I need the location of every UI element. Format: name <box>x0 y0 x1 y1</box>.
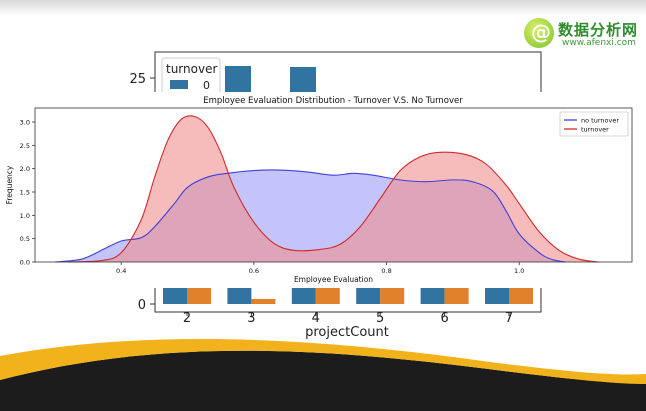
top-edge-shadow <box>0 0 646 16</box>
x-axis-ticks: 0.4 0.6 0.8 1.0 <box>116 262 524 275</box>
bg-xtick-label-5: 5 <box>376 311 384 326</box>
bg-xtick-label-7: 7 <box>505 311 513 326</box>
series-line-0 <box>54 169 566 263</box>
bg-bar-turnover-0-4 <box>291 286 316 304</box>
bg-legend-swatch-0 <box>170 80 188 89</box>
bg-legend-entry-0: 0 <box>203 79 210 92</box>
bg-bar-turnover-1-3 <box>251 299 276 304</box>
bg-bar-turnover-1-2 <box>187 286 211 304</box>
series-line-1 <box>68 115 599 263</box>
brand-at-icon: @ <box>524 18 554 48</box>
bg-bar-turnover-1-5 <box>380 286 405 304</box>
bg-bar-turnover-0-2 <box>163 286 187 304</box>
bg-bar-turnover-0-7 <box>485 286 509 304</box>
y-tick-label-5: 2.5 <box>20 142 30 150</box>
y-axis-label: Frequency <box>5 165 14 204</box>
plot-frame <box>34 107 633 263</box>
bg-bar-turnover-0-5 <box>356 286 381 304</box>
bg-xtick-label-2: 2 <box>183 311 191 326</box>
y-axis-ticks: 0.0 0.5 1.0 1.5 2.0 2.5 3.0 <box>20 119 35 267</box>
plot-area <box>54 115 599 263</box>
series-area-1 <box>68 115 599 263</box>
brand-url: www.afenxi.com <box>562 38 636 48</box>
x-tick-label-3: 1.0 <box>514 267 524 275</box>
bg-x-axis-label: projectCount <box>305 325 389 340</box>
chart-title: Employee Evaluation Distribution - Turno… <box>203 96 463 106</box>
bg-ytick-label-bottom: 0 <box>138 298 146 313</box>
bg-xtick-label-3: 3 <box>247 311 255 326</box>
brand-logo: @ 数据分析网 www.afenxi.com <box>524 14 639 54</box>
y-tick-label-6: 3.0 <box>20 119 30 127</box>
bg-bar-turnover-0-6 <box>420 286 445 304</box>
bg-bottom-bars <box>163 286 533 304</box>
bg-xtick-label-6: 6 <box>440 311 448 326</box>
swoosh-white-cut <box>572 320 646 370</box>
bg-legend-title: turnover <box>166 62 217 76</box>
bg-xtick-label-4: 4 <box>312 311 320 326</box>
x-tick-label-1: 0.6 <box>249 267 259 275</box>
bg-bar-top-1 <box>225 66 251 96</box>
legend-label-1: turnover <box>581 126 609 134</box>
y-tick-label-2: 1.0 <box>20 212 30 220</box>
y-tick-label-1: 0.5 <box>20 235 30 243</box>
y-tick-label-0: 0.0 <box>20 259 30 267</box>
legend-box <box>559 111 629 137</box>
swoosh-gold-band <box>0 339 646 384</box>
evaluation-distribution-chart: Employee Evaluation Distribution - Turno… <box>0 92 646 288</box>
swoosh-dark-band <box>0 350 646 411</box>
y-tick-label-3: 1.5 <box>20 189 30 197</box>
bg-ytick-label-top: 25 <box>129 72 146 87</box>
y-tick-label-4: 2.0 <box>20 165 30 173</box>
bg-bar-turnover-1-7 <box>509 286 533 304</box>
bg-xticks: 2 3 4 5 6 7 <box>183 311 513 326</box>
x-tick-label-0: 0.4 <box>116 267 126 275</box>
x-axis-label: Employee Evaluation <box>294 275 373 284</box>
bg-bar-turnover-0-3 <box>227 286 252 304</box>
x-tick-label-2: 0.8 <box>381 267 391 275</box>
legend-label-0: no turnover <box>581 117 619 125</box>
brand-name: 数据分析网 <box>558 21 639 39</box>
bg-bar-turnover-1-4 <box>315 286 340 304</box>
bg-bar-turnover-1-6 <box>444 286 469 304</box>
footer-swoosh <box>0 320 646 411</box>
